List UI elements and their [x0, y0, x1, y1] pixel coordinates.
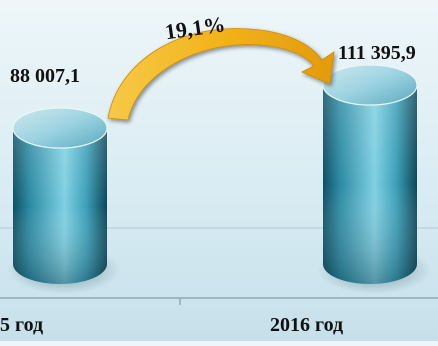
bar-shading [323, 85, 417, 284]
growth-arrow-layer [107, 28, 335, 121]
x-tick-label: 2016 год [270, 314, 343, 336]
data-label: 88 007,1 [10, 65, 80, 87]
x-tick-label: 2015 год [0, 314, 43, 336]
bar-2016-год [317, 64, 431, 294]
growth-arrow-shape [107, 28, 335, 121]
bar-top [12, 107, 108, 149]
bar-2015-год [7, 107, 121, 294]
axis-layer [0, 297, 438, 305]
bar-top [322, 64, 418, 106]
bar-shading [13, 128, 107, 284]
data-label: 111 395,9 [338, 42, 416, 64]
growth-arrow [107, 28, 335, 121]
bars-layer [7, 64, 431, 294]
